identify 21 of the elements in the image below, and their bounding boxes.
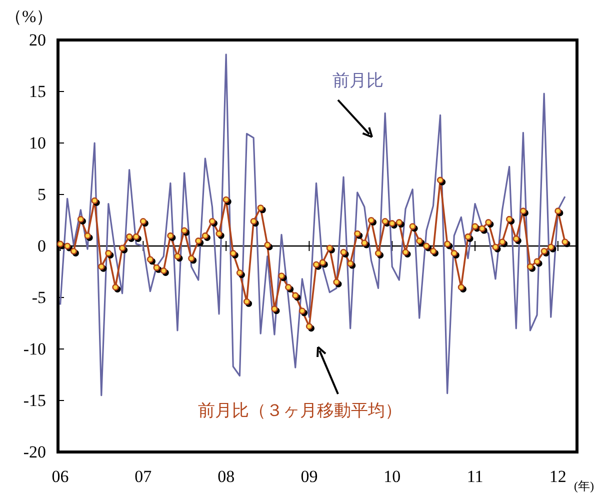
y-axis-title: （%） — [5, 7, 54, 26]
series-label: 前月比 — [332, 71, 384, 90]
x-axis-title: (年) — [574, 479, 594, 493]
y-tick-label: -20 — [23, 442, 46, 462]
line-series — [59, 54, 566, 396]
y-tick-label: -15 — [23, 390, 46, 410]
x-tick-label: 10 — [384, 467, 401, 486]
y-tick-label: 0 — [38, 236, 46, 256]
x-tick-label: 11 — [466, 467, 484, 486]
y-tick-label: -10 — [23, 339, 46, 358]
x-tick-label: 12 — [549, 467, 566, 486]
x-tick-label: 08 — [218, 467, 235, 486]
y-tick-label: 5 — [38, 184, 46, 204]
y-tick-label: -5 — [32, 288, 46, 307]
y-tick-label: 10 — [29, 133, 46, 152]
x-tick-label: 07 — [134, 467, 152, 486]
text: 前月比（３ヶ月移動平均） — [198, 401, 402, 420]
y-tick-label: 20 — [29, 30, 46, 50]
y-tick-label: 15 — [29, 82, 46, 101]
x-tick-label: 09 — [300, 467, 318, 486]
x-tick-label: 06 — [52, 467, 69, 486]
